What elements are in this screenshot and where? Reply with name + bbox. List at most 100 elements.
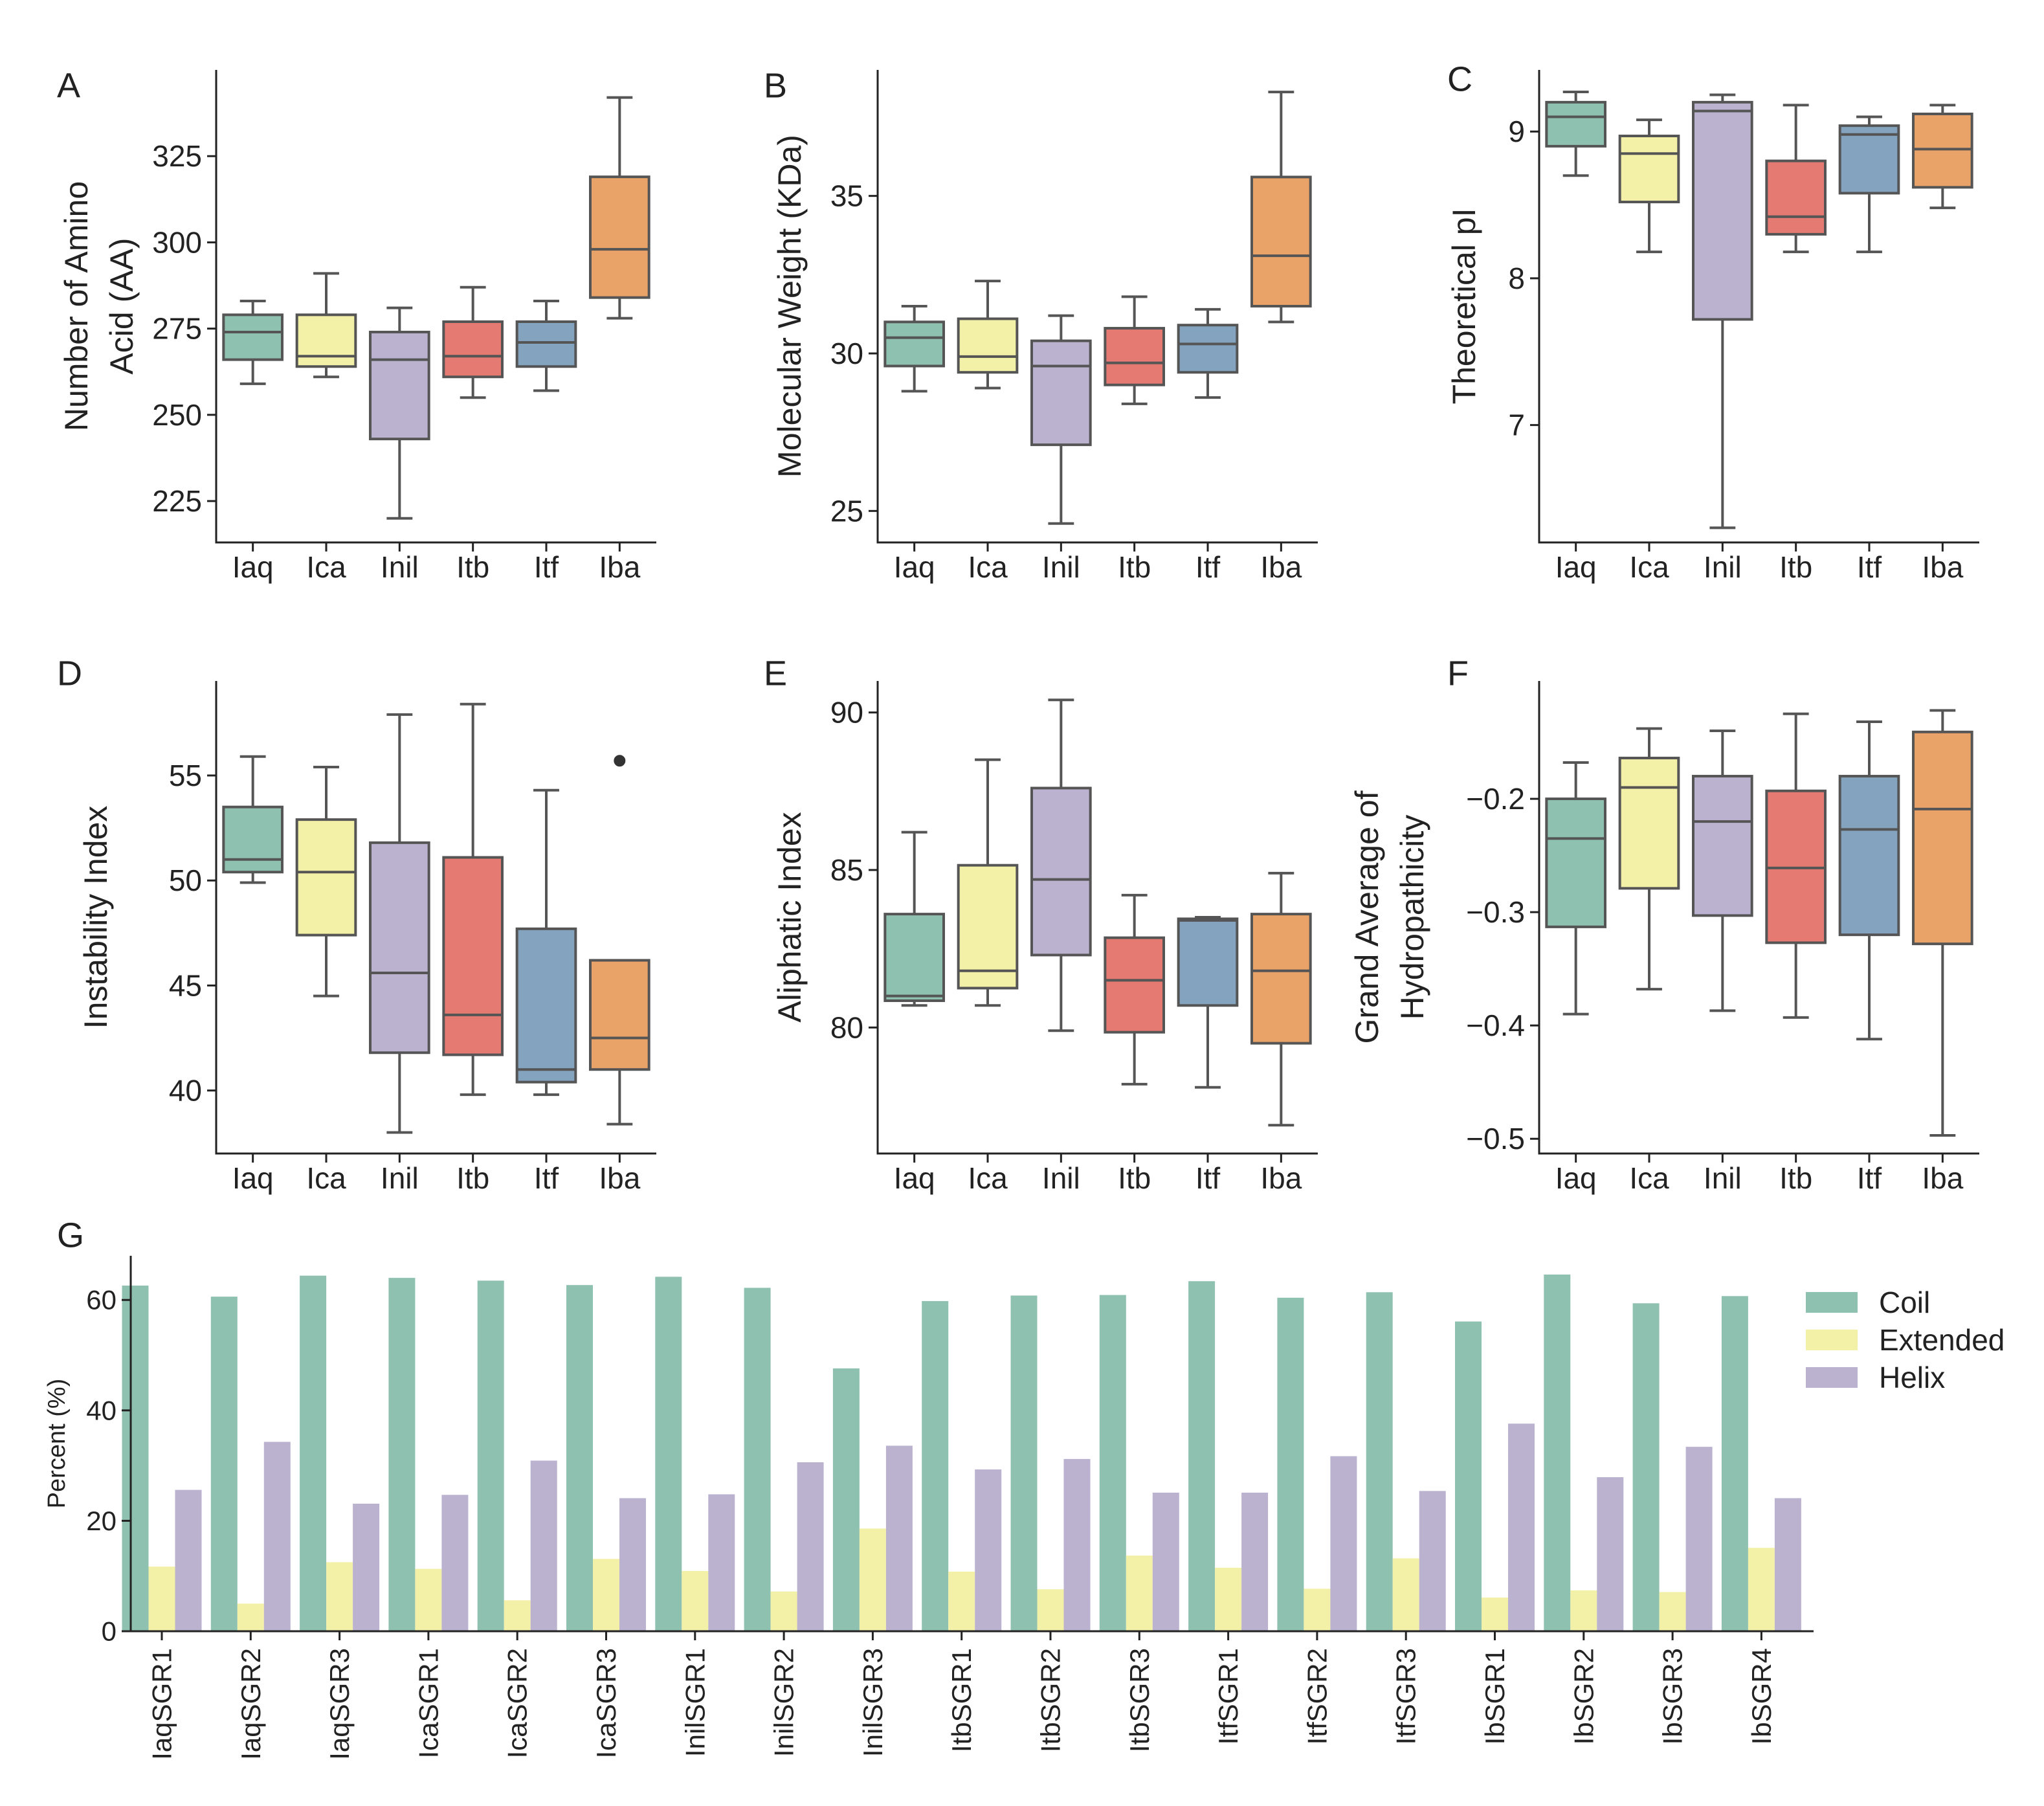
bar-coil xyxy=(1455,1321,1482,1631)
bar-extended xyxy=(1748,1548,1775,1631)
y-tick-label: 300 xyxy=(152,225,202,259)
y-axis-label: Acid (AA) xyxy=(104,238,140,374)
legend-label-coil: Coil xyxy=(1879,1286,1930,1319)
box-itb xyxy=(442,856,504,1056)
x-tick-label: Iaq xyxy=(1555,1161,1597,1195)
box-iba xyxy=(1912,730,1973,946)
x-tick-label: Inil xyxy=(381,1161,419,1195)
bar-coil xyxy=(1366,1292,1393,1631)
outlier-point xyxy=(614,755,626,767)
bar-helix xyxy=(353,1503,380,1631)
panel-label: C xyxy=(1447,60,1472,98)
box-itb xyxy=(1104,327,1166,386)
y-tick-label: 20 xyxy=(86,1506,117,1536)
x-tick-label: Itf xyxy=(534,550,559,584)
bar-helix xyxy=(1508,1423,1535,1631)
y-axis-label: Grand Average of xyxy=(1349,790,1385,1043)
x-tick-label: Iaq xyxy=(1555,550,1597,584)
panel-a: A 225 250 275 300 325 Number of Amino Acid (AA)… xyxy=(57,66,656,584)
bar-extended xyxy=(1482,1597,1508,1631)
x-tick-label: Iba xyxy=(599,1161,640,1195)
panel-label: G xyxy=(57,1216,84,1254)
legend-label-helix: Helix xyxy=(1879,1361,1945,1394)
y-tick-label: −0.3 xyxy=(1466,895,1525,929)
bar-helix xyxy=(530,1460,557,1631)
legend-swatch-extended xyxy=(1806,1330,1858,1350)
y-tick-label: 275 xyxy=(152,312,202,346)
box-inil xyxy=(369,330,430,441)
x-tick-label: Itb xyxy=(456,1161,489,1195)
bar-helix xyxy=(1152,1492,1179,1631)
box-iaq xyxy=(222,805,284,874)
y-tick-label: 50 xyxy=(169,864,202,897)
y-tick-label: 85 xyxy=(830,853,863,887)
box-iaq xyxy=(222,313,284,361)
panel-d: D 40 45 50 55 Instability Index Iaq Ica Inil Itb I… xyxy=(57,654,656,1195)
y-tick-label: 40 xyxy=(86,1395,117,1425)
box-itf xyxy=(1838,124,1900,195)
box-iba xyxy=(1912,113,1973,189)
box-inil xyxy=(1030,339,1092,447)
bar-helix xyxy=(1597,1477,1624,1631)
y-axis-label: Aliphatic Index xyxy=(772,812,808,1022)
bar-helix xyxy=(1774,1498,1801,1631)
x-tick-label: InilSGR1 xyxy=(680,1648,710,1757)
box-inil xyxy=(369,841,430,1054)
bar-extended xyxy=(1392,1558,1419,1631)
bar-extended xyxy=(415,1568,442,1631)
y-tick-label: 30 xyxy=(830,337,863,370)
x-tick-label: ItbSGR2 xyxy=(1036,1648,1066,1752)
bar-helix xyxy=(175,1489,202,1631)
x-tick-label: IaqSGR3 xyxy=(324,1648,355,1760)
panel-label: B xyxy=(764,66,787,105)
box-iaq xyxy=(883,913,946,1002)
x-tick-label: Inil xyxy=(381,550,419,584)
box-iba xyxy=(589,175,650,299)
bar-coil xyxy=(1277,1297,1304,1631)
x-tick-label: IbSGR2 xyxy=(1568,1648,1599,1745)
x-tick-label: Ica xyxy=(968,550,1008,584)
bar-coil xyxy=(744,1288,771,1631)
bar-helix xyxy=(619,1498,646,1631)
y-axis-label: Theoretical pI xyxy=(1446,208,1482,405)
y-tick-label: −0.2 xyxy=(1466,782,1525,816)
bar-coil xyxy=(210,1297,238,1631)
y-tick-label: 90 xyxy=(830,696,863,730)
panel-f: F −0.5 −0.4 −0.3 −0.2 Grand Average of Hydropa… xyxy=(1349,654,1979,1195)
y-tick-label: −0.5 xyxy=(1466,1122,1525,1155)
bar-extended xyxy=(593,1559,619,1631)
bar-helix xyxy=(975,1469,1002,1631)
box-ica xyxy=(1618,757,1680,890)
bar-coil xyxy=(566,1285,593,1631)
y-tick-label: 9 xyxy=(1508,115,1525,148)
box-inil xyxy=(1030,786,1092,957)
x-tick-label: Ica xyxy=(1629,550,1669,584)
panel-label: E xyxy=(764,654,787,693)
legend-swatch-coil xyxy=(1806,1292,1858,1313)
x-tick-label: Inil xyxy=(1704,1161,1742,1195)
bar-coil xyxy=(1188,1281,1216,1631)
legend-label-extended: Extended xyxy=(1879,1323,2005,1357)
bar-helix xyxy=(1063,1458,1091,1631)
box-iba xyxy=(589,959,650,1071)
y-tick-label: 25 xyxy=(830,494,863,528)
bar-helix xyxy=(1685,1447,1713,1631)
y-axis-label: Number of Amino xyxy=(58,181,94,431)
y-tick-label: 8 xyxy=(1508,262,1525,295)
box-ica xyxy=(1618,135,1680,204)
x-tick-label: Itb xyxy=(1118,550,1151,584)
box-itf xyxy=(1177,324,1239,374)
x-tick-label: Iaq xyxy=(232,1161,274,1195)
x-tick-label: IcaSGR3 xyxy=(591,1648,621,1758)
y-tick-label: −0.4 xyxy=(1466,1009,1525,1042)
bar-extended xyxy=(770,1591,797,1631)
x-tick-label: IcaSGR2 xyxy=(502,1648,533,1758)
box-ica xyxy=(957,864,1019,990)
bar-helix xyxy=(885,1445,913,1631)
x-tick-label: Itf xyxy=(1857,550,1882,584)
y-axis-label: Instability Index xyxy=(78,806,114,1029)
y-tick-label: 40 xyxy=(169,1074,202,1108)
y-axis-label: Percent (%) xyxy=(43,1379,71,1509)
bar-helix xyxy=(1241,1492,1269,1631)
bar-extended xyxy=(1215,1567,1242,1631)
